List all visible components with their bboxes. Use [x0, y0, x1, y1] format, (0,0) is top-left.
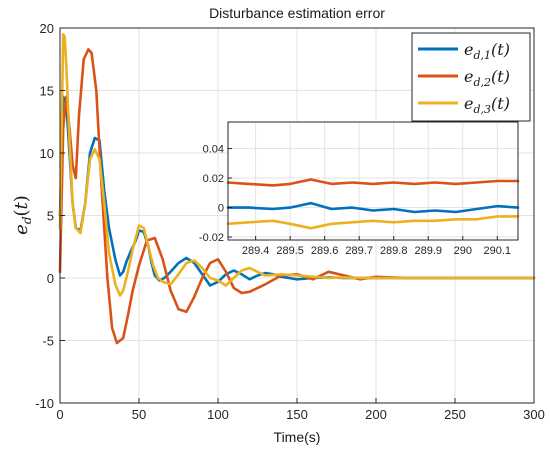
- y-tick-label: -5: [42, 334, 54, 349]
- x-tick-label: 250: [444, 407, 466, 422]
- chart-title: Disturbance estimation error: [209, 5, 385, 21]
- inset-background: [228, 122, 518, 240]
- x-axis-label: Time(s): [274, 429, 321, 445]
- inset-series-line-1: [226, 201, 520, 214]
- inset-x-tick-label: 289.7: [345, 245, 373, 257]
- y-tick-label: 15: [40, 84, 54, 99]
- inset-y-tick-label: 0.04: [203, 144, 224, 156]
- inset-x-tick-label: 289.4: [242, 245, 270, 257]
- x-tick-label: 300: [523, 407, 545, 422]
- x-tick-label: 150: [286, 407, 308, 422]
- series-line-3: [58, 32, 536, 297]
- inset-x-tick-label: 289.9: [414, 245, 442, 257]
- inset-x-tick-label: 289.5: [276, 245, 304, 257]
- legend-label-2: ed,2(t): [464, 67, 510, 89]
- y-tick-label: -10: [35, 396, 54, 411]
- y-tick-label: 10: [40, 146, 54, 161]
- inset-series-line-2: [226, 178, 520, 187]
- legend-label-3: ed,3(t): [464, 94, 510, 116]
- inset-y-tick-label: 0.02: [203, 173, 224, 185]
- inset-x-tick-label: 289.8: [380, 245, 408, 257]
- main-plot-lines: [58, 32, 536, 345]
- x-tick-label: 0: [56, 407, 63, 422]
- inset-x-tick-label: 289.6: [311, 245, 339, 257]
- inset-series-line-3: [226, 215, 520, 230]
- series-line-2: [58, 47, 536, 345]
- inset-ticks: 289.4 289.5 289.6 289.7 289.8 289.9 290 290.1 -0…: [199, 144, 511, 257]
- inset-frame: [227, 121, 519, 241]
- y-tick-label: 5: [47, 209, 54, 224]
- inset-y-tick-label: -0.02: [199, 232, 224, 244]
- y-axis-label: ed(t): [11, 195, 34, 235]
- y-tick-label: 20: [40, 21, 54, 36]
- x-tick-label: 200: [365, 407, 387, 422]
- x-tick-label: 50: [132, 407, 146, 422]
- x-tick-label: 100: [207, 407, 229, 422]
- y-tick-label: 0: [47, 271, 54, 286]
- inset-plot-lines: [226, 178, 520, 230]
- legend: ed,1(t) ed,2(t) ed,3(t): [411, 32, 531, 122]
- inset-x-tick-label: 290: [454, 245, 472, 257]
- main-ticks: 0 50 100 150 200 250 300 -10 -5 0 5 10 15 20: [35, 21, 545, 422]
- inset-y-tick-label: 0: [218, 203, 224, 215]
- inset-x-tick-label: 290.1: [484, 245, 512, 257]
- legend-label-1: ed,1(t): [464, 40, 510, 62]
